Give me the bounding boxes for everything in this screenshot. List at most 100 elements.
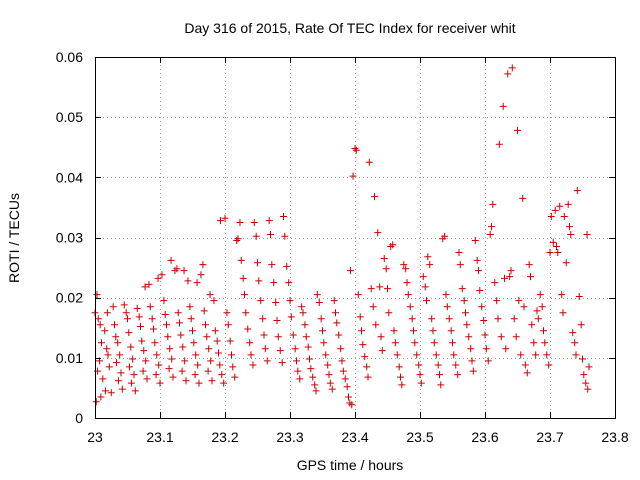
data-point xyxy=(285,279,293,287)
data-point xyxy=(475,267,482,275)
data-point xyxy=(114,377,122,385)
data-point xyxy=(187,315,195,323)
data-point xyxy=(473,256,481,264)
data-point xyxy=(400,261,408,269)
data-point xyxy=(164,333,172,341)
data-point xyxy=(237,256,245,264)
data-point xyxy=(307,365,315,373)
data-point xyxy=(313,291,321,299)
data-point xyxy=(272,298,280,306)
data-point xyxy=(317,315,325,323)
data-point xyxy=(265,217,273,225)
data-point xyxy=(566,223,573,231)
data-point xyxy=(291,345,299,353)
data-point xyxy=(150,325,157,333)
data-point xyxy=(332,309,339,317)
data-point xyxy=(130,371,138,379)
data-point xyxy=(326,379,334,387)
data-point xyxy=(152,371,160,379)
data-point xyxy=(124,315,131,323)
data-point xyxy=(338,357,346,365)
data-point xyxy=(374,229,382,237)
data-point xyxy=(346,267,354,275)
data-point xyxy=(281,232,289,240)
data-point xyxy=(138,337,146,345)
data-point xyxy=(428,315,436,323)
data-point xyxy=(273,317,281,325)
data-point xyxy=(456,261,464,269)
data-point xyxy=(231,373,239,381)
data-point xyxy=(365,158,373,166)
data-point xyxy=(246,339,254,347)
data-point xyxy=(417,379,425,387)
data-point xyxy=(367,285,375,293)
data-point xyxy=(482,345,490,353)
data-point xyxy=(532,351,540,359)
data-point xyxy=(378,347,386,355)
data-point xyxy=(579,355,586,363)
data-point xyxy=(203,333,211,341)
data-point xyxy=(286,297,294,305)
data-point xyxy=(260,331,268,339)
data-point xyxy=(263,357,271,365)
data-point xyxy=(199,261,207,269)
x-tick-label: 23.5 xyxy=(406,429,433,445)
data-point xyxy=(364,373,372,381)
data-point xyxy=(573,187,581,195)
data-point xyxy=(156,379,164,387)
y-tick-label: 0.06 xyxy=(56,49,83,65)
data-point xyxy=(287,313,295,321)
data-point xyxy=(450,351,458,359)
data-point xyxy=(345,393,352,401)
x-tick-label: 23.4 xyxy=(341,429,368,445)
data-point xyxy=(210,297,218,305)
data-point xyxy=(376,283,384,291)
data-point xyxy=(567,230,575,238)
data-point xyxy=(182,377,190,385)
data-point xyxy=(398,381,406,389)
data-point xyxy=(158,271,166,279)
data-point xyxy=(249,361,257,369)
data-point xyxy=(111,321,118,329)
data-points xyxy=(91,64,593,409)
data-point xyxy=(546,249,554,257)
data-point xyxy=(302,333,310,341)
data-point xyxy=(167,256,175,264)
data-point xyxy=(476,286,484,294)
y-tick-labels: 0 0.01 0.02 0.03 0.04 0.05 0.06 xyxy=(56,49,83,426)
data-point xyxy=(324,361,332,369)
y-axis-label: ROTI / TECUs xyxy=(6,193,22,283)
data-point xyxy=(454,371,462,379)
data-point xyxy=(377,333,385,341)
data-point xyxy=(402,265,410,273)
data-point xyxy=(584,385,592,393)
data-point xyxy=(239,274,247,282)
data-point xyxy=(484,357,492,365)
data-point xyxy=(449,339,456,347)
x-tick-label: 23.8 xyxy=(601,429,628,445)
data-point xyxy=(575,292,583,300)
data-point xyxy=(507,267,515,275)
data-point xyxy=(283,262,291,270)
data-point xyxy=(452,361,460,369)
data-point xyxy=(114,339,122,347)
data-point xyxy=(337,345,345,353)
data-point xyxy=(325,371,333,379)
data-point xyxy=(145,280,153,288)
data-point xyxy=(419,273,427,281)
data-point xyxy=(228,351,235,359)
data-point xyxy=(413,351,421,359)
data-point xyxy=(173,265,181,273)
data-point xyxy=(223,309,231,317)
data-point xyxy=(572,351,580,359)
data-point xyxy=(538,303,546,311)
data-point xyxy=(107,389,115,397)
data-point xyxy=(186,303,194,311)
data-point xyxy=(125,329,133,337)
data-point xyxy=(193,279,201,287)
data-point xyxy=(247,351,255,359)
y-tick-label: 0.04 xyxy=(56,169,83,185)
data-point xyxy=(306,355,313,363)
x-tick-label: 23.1 xyxy=(146,429,173,445)
data-point xyxy=(494,315,502,323)
